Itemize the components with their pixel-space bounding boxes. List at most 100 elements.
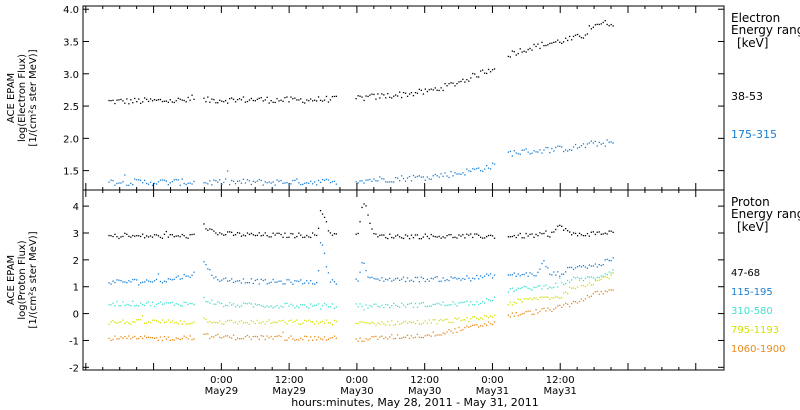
data-point bbox=[207, 96, 209, 98]
data-point bbox=[387, 304, 389, 306]
data-point bbox=[183, 99, 185, 102]
data-point bbox=[482, 325, 484, 327]
data-point bbox=[401, 96, 403, 99]
data-point bbox=[306, 320, 308, 322]
data-point bbox=[278, 307, 280, 309]
data-point bbox=[207, 321, 209, 323]
data-point bbox=[175, 276, 177, 278]
data-point bbox=[395, 337, 397, 340]
data-point bbox=[464, 301, 466, 303]
data-point bbox=[517, 287, 519, 289]
data-point bbox=[602, 264, 604, 266]
data-point bbox=[531, 49, 533, 51]
data-point bbox=[155, 303, 158, 305]
data-point bbox=[140, 102, 142, 104]
data-point bbox=[167, 101, 169, 103]
data-point bbox=[602, 293, 604, 295]
data-point bbox=[179, 278, 181, 280]
data-point bbox=[432, 278, 434, 280]
data-point bbox=[576, 286, 579, 288]
data-point bbox=[221, 100, 223, 102]
y-tick-label: 4.0 bbox=[63, 5, 79, 16]
data-point bbox=[138, 305, 140, 307]
data-point bbox=[126, 303, 128, 306]
data-point bbox=[272, 278, 274, 281]
data-point bbox=[323, 322, 326, 324]
data-point bbox=[316, 282, 318, 284]
data-point bbox=[563, 229, 565, 231]
data-point bbox=[525, 298, 527, 300]
data-point bbox=[112, 280, 114, 282]
data-point bbox=[225, 304, 227, 306]
data-point bbox=[557, 305, 559, 307]
data-point bbox=[304, 282, 306, 284]
data-point bbox=[586, 267, 589, 269]
data-point bbox=[140, 282, 142, 284]
data-point bbox=[598, 293, 600, 295]
data-point bbox=[598, 141, 600, 144]
data-point bbox=[452, 332, 454, 334]
data-point bbox=[173, 322, 175, 324]
data-point bbox=[476, 324, 478, 326]
data-point bbox=[288, 101, 290, 103]
data-point bbox=[221, 279, 223, 281]
data-point bbox=[276, 232, 278, 234]
data-point bbox=[412, 95, 415, 97]
data-point bbox=[151, 301, 154, 303]
data-point bbox=[312, 321, 314, 323]
data-point bbox=[217, 333, 219, 336]
data-point bbox=[264, 338, 266, 341]
data-point bbox=[602, 21, 604, 24]
data-point bbox=[244, 302, 247, 305]
legend-entry: 47-68 bbox=[731, 268, 760, 279]
data-point bbox=[571, 287, 573, 289]
data-point bbox=[397, 177, 399, 179]
data-point bbox=[412, 337, 415, 339]
data-point bbox=[300, 279, 302, 281]
data-point bbox=[327, 272, 330, 274]
data-point bbox=[227, 102, 229, 104]
data-point bbox=[612, 289, 614, 291]
data-point bbox=[268, 306, 270, 308]
data-point bbox=[147, 301, 150, 303]
data-point bbox=[482, 318, 484, 320]
data-point bbox=[410, 322, 413, 324]
data-point bbox=[420, 276, 422, 278]
data-point bbox=[602, 275, 604, 277]
data-point bbox=[509, 236, 511, 238]
data-point bbox=[217, 102, 219, 104]
data-point bbox=[331, 336, 334, 339]
data-point bbox=[563, 41, 565, 43]
data-point bbox=[258, 97, 260, 99]
data-point bbox=[406, 277, 409, 279]
data-point bbox=[428, 305, 430, 307]
data-point bbox=[319, 338, 322, 340]
data-point bbox=[146, 182, 148, 185]
data-point bbox=[266, 96, 268, 98]
data-point bbox=[406, 322, 409, 324]
data-point bbox=[369, 338, 371, 340]
data-point bbox=[464, 174, 466, 176]
data-point bbox=[312, 339, 314, 341]
data-point bbox=[582, 285, 585, 287]
data-point bbox=[292, 338, 294, 340]
data-point bbox=[262, 279, 264, 282]
data-point bbox=[138, 284, 140, 286]
data-point bbox=[513, 290, 515, 292]
data-point bbox=[517, 153, 519, 155]
data-point bbox=[373, 178, 375, 180]
data-point bbox=[175, 321, 177, 324]
data-point bbox=[422, 277, 424, 280]
data-point bbox=[422, 236, 424, 238]
y-tick-label: 3.0 bbox=[63, 70, 79, 81]
data-point bbox=[130, 182, 132, 184]
data-point bbox=[420, 238, 422, 240]
data-point bbox=[335, 337, 337, 339]
data-point bbox=[399, 306, 401, 308]
data-point bbox=[569, 281, 571, 283]
data-point bbox=[521, 273, 523, 276]
data-point bbox=[234, 306, 237, 308]
data-point bbox=[333, 233, 336, 235]
data-point bbox=[586, 143, 589, 145]
data-point bbox=[306, 306, 308, 308]
